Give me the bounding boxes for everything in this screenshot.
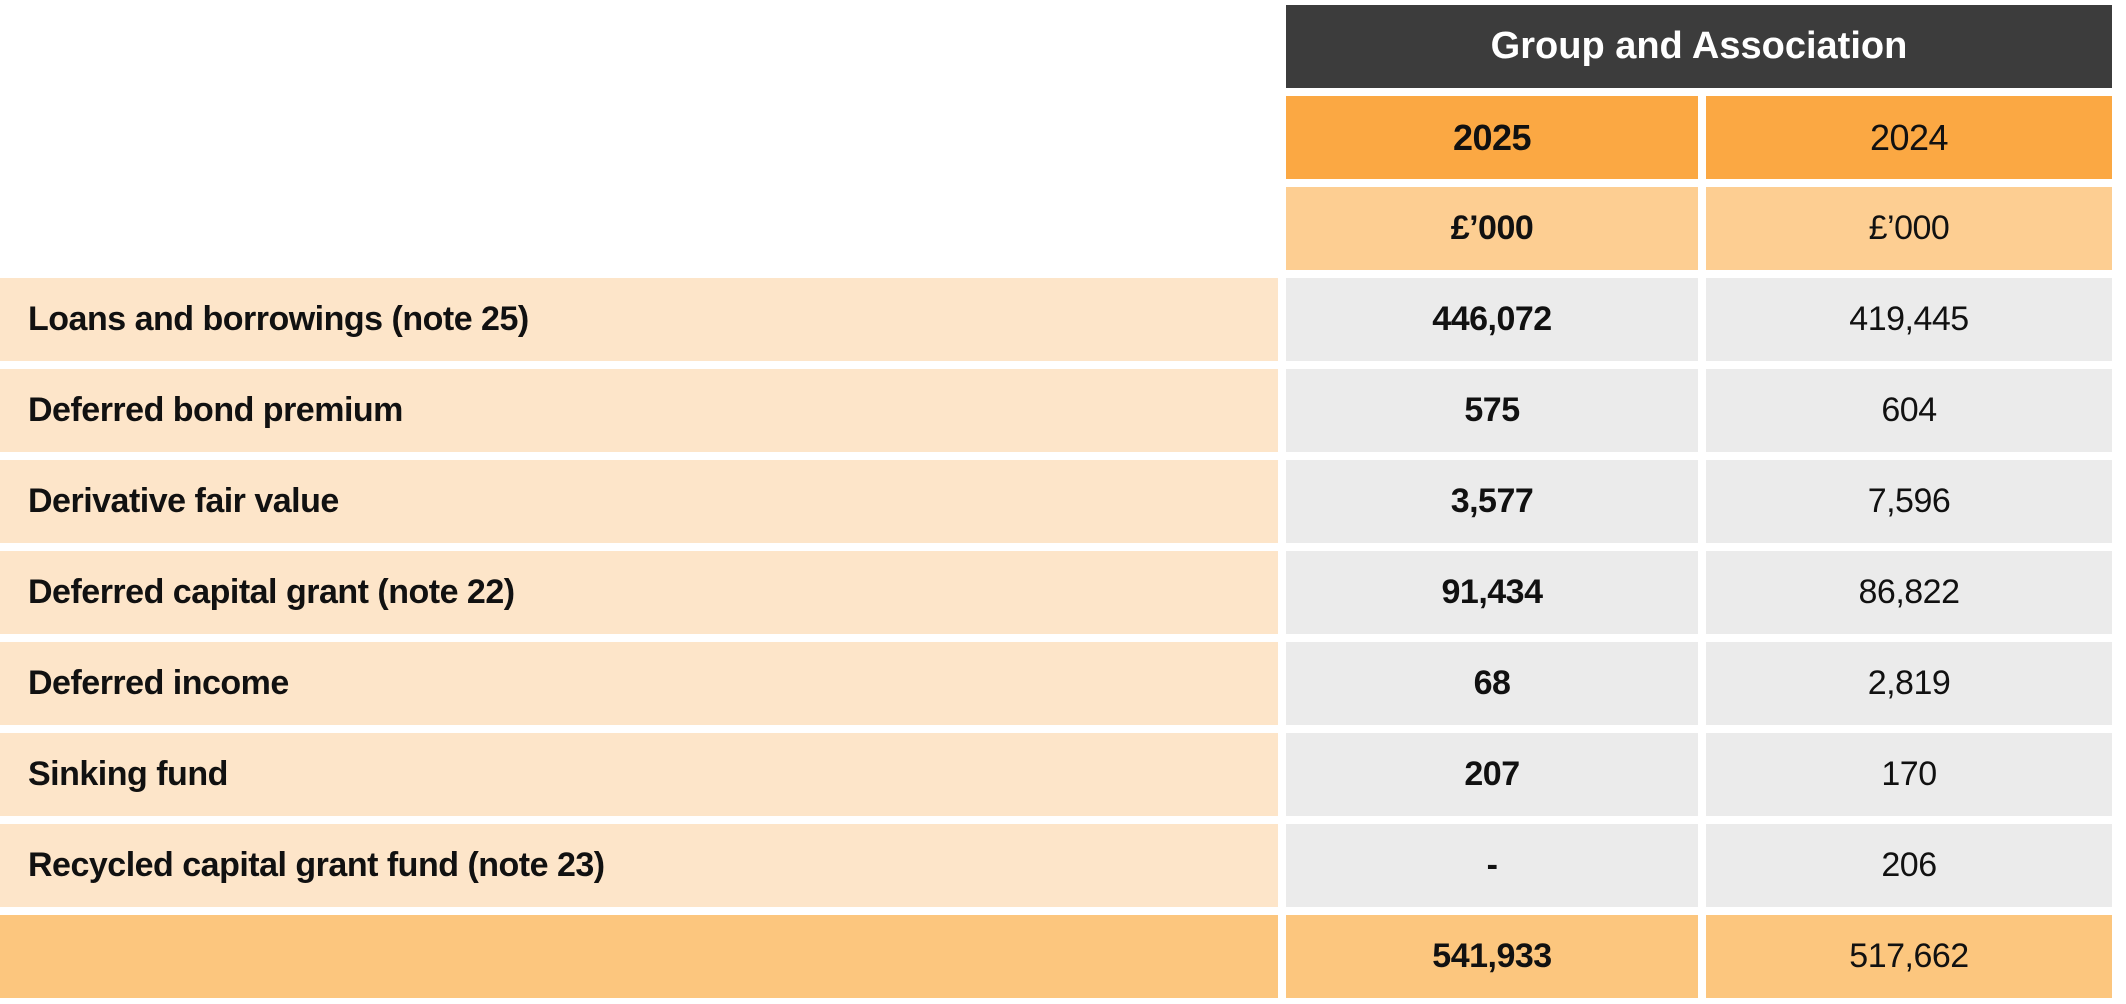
value-2024-recycled-capital-grant-fund: 206 <box>1706 824 2112 907</box>
unit-header-2025: £’000 <box>1286 187 1698 270</box>
row-label-loans-and-borrowings: Loans and borrowings (note 25) <box>0 278 1278 361</box>
value-2024-sinking-fund: 170 <box>1706 733 2112 816</box>
value-2025-derivative-fair-value: 3,577 <box>1286 460 1698 543</box>
row-label-recycled-capital-grant-fund: Recycled capital grant fund (note 23) <box>0 824 1278 907</box>
value-2025-deferred-capital-grant: 91,434 <box>1286 551 1698 634</box>
total-value-2024: 517,662 <box>1706 915 2112 998</box>
value-2024-loans-and-borrowings: 419,445 <box>1706 278 2112 361</box>
value-2024-derivative-fair-value: 7,596 <box>1706 460 2112 543</box>
year-header-2025: 2025 <box>1286 96 1698 179</box>
empty-cell <box>0 187 1278 270</box>
unit-header-2024: £’000 <box>1706 187 2112 270</box>
value-2024-deferred-income: 2,819 <box>1706 642 2112 725</box>
row-label-deferred-capital-grant: Deferred capital grant (note 22) <box>0 551 1278 634</box>
value-2025-loans-and-borrowings: 446,072 <box>1286 278 1698 361</box>
row-label-derivative-fair-value: Derivative fair value <box>0 460 1278 543</box>
value-2025-sinking-fund: 207 <box>1286 733 1698 816</box>
value-2025-deferred-bond-premium: 575 <box>1286 369 1698 452</box>
year-header-2024: 2024 <box>1706 96 2112 179</box>
row-label-deferred-bond-premium: Deferred bond premium <box>0 369 1278 452</box>
row-label-sinking-fund: Sinking fund <box>0 733 1278 816</box>
value-2024-deferred-capital-grant: 86,822 <box>1706 551 2112 634</box>
value-2025-deferred-income: 68 <box>1286 642 1698 725</box>
value-2025-recycled-capital-grant-fund: - <box>1286 824 1698 907</box>
value-2024-deferred-bond-premium: 604 <box>1706 369 2112 452</box>
total-row-label-cell <box>0 915 1278 998</box>
total-value-2025: 541,933 <box>1286 915 1698 998</box>
empty-cell <box>0 5 1278 88</box>
row-label-deferred-income: Deferred income <box>0 642 1278 725</box>
empty-cell <box>0 96 1278 179</box>
table-group-header: Group and Association <box>1286 5 2112 88</box>
